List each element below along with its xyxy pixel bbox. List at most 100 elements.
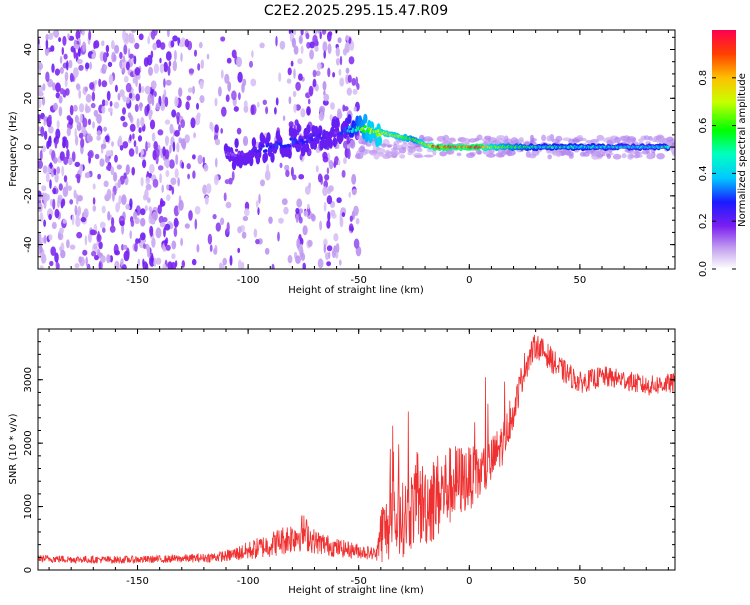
heatmap-ridge-cell bbox=[304, 142, 310, 153]
heatmap-cell bbox=[94, 255, 99, 261]
heatmap-ridge-cell bbox=[251, 137, 257, 148]
snr-series bbox=[38, 334, 675, 565]
heatmap-cell bbox=[155, 257, 162, 265]
heatmap-cell bbox=[63, 53, 68, 60]
heatmap-cell bbox=[121, 194, 127, 206]
heatmap-cell bbox=[148, 66, 153, 76]
heatmap-cell bbox=[180, 37, 187, 47]
heatmap-cell bbox=[279, 40, 286, 50]
heatmap-cell bbox=[94, 79, 98, 85]
heatmap-cell bbox=[349, 139, 356, 149]
heatmap-cell bbox=[194, 218, 198, 230]
heatmap-cell bbox=[264, 170, 271, 181]
heatmap-cell bbox=[74, 263, 80, 269]
heatmap-cell bbox=[119, 220, 125, 227]
heatmap-cell bbox=[243, 100, 248, 108]
heatmap-cell bbox=[106, 90, 111, 101]
heatmap-cell bbox=[140, 149, 144, 156]
heatmap-cell bbox=[38, 91, 44, 97]
heatmap-cell bbox=[75, 83, 81, 91]
heatmap-ridge-cell bbox=[362, 129, 366, 133]
heatmap-cell bbox=[74, 161, 81, 167]
heatmap-cell bbox=[54, 252, 59, 263]
heatmap-cell bbox=[150, 80, 157, 90]
heatmap-cell bbox=[231, 90, 237, 101]
heatmap-cell bbox=[38, 85, 44, 93]
heatmap-cell bbox=[282, 115, 286, 121]
heatmap-cell bbox=[54, 208, 60, 219]
heatmap-cell bbox=[312, 78, 317, 88]
heatmap-cell bbox=[348, 37, 352, 44]
heatmap-cell bbox=[93, 41, 97, 50]
heatmap-cell bbox=[83, 208, 89, 219]
heatmap-cell bbox=[122, 67, 126, 74]
heatmap-cell bbox=[151, 95, 155, 107]
heatmap-cell bbox=[353, 205, 359, 216]
heatmap-ridge-cell bbox=[264, 149, 268, 153]
heatmap-cell bbox=[303, 210, 309, 217]
heatmap-cell bbox=[439, 151, 447, 157]
heatmap-cell bbox=[148, 206, 152, 212]
heatmap-cell bbox=[48, 135, 52, 144]
heatmap-cell bbox=[147, 36, 151, 45]
heatmap-cell bbox=[332, 72, 336, 78]
heatmap-cell bbox=[656, 153, 665, 160]
heatmap-cell bbox=[249, 60, 253, 68]
heatmap-cell bbox=[286, 78, 292, 84]
heatmap-cell bbox=[107, 211, 111, 221]
heatmap-cell bbox=[226, 57, 232, 64]
heatmap-cell bbox=[192, 154, 196, 160]
heatmap-cell bbox=[348, 56, 355, 65]
heatmap-cell bbox=[423, 154, 434, 158]
heatmap-cell bbox=[265, 106, 269, 115]
heatmap-cell bbox=[322, 155, 329, 163]
heatmap-cell bbox=[77, 205, 82, 216]
snr-ylabel: SNR (10 * v/v) bbox=[8, 413, 19, 484]
heatmap-cell bbox=[323, 201, 327, 212]
heatmap-cell bbox=[315, 165, 319, 173]
heatmap-cell bbox=[166, 30, 170, 38]
y-tick-label: 1000 bbox=[23, 494, 34, 519]
heatmap-cell bbox=[266, 163, 270, 173]
heatmap-cell bbox=[314, 45, 319, 52]
heatmap-ridge-cell bbox=[330, 131, 334, 135]
heatmap-cell bbox=[77, 46, 81, 57]
heatmap-cell bbox=[349, 215, 353, 222]
heatmap-cell bbox=[287, 255, 293, 264]
heatmap-cell bbox=[186, 163, 191, 170]
heatmap-cell bbox=[257, 101, 260, 108]
heatmap-cell bbox=[109, 255, 114, 263]
heatmap-cell bbox=[50, 45, 55, 52]
heatmap-cell bbox=[300, 30, 304, 36]
heatmap-cell bbox=[66, 115, 72, 121]
heatmap-cell bbox=[171, 240, 177, 250]
heatmap-cell bbox=[401, 142, 409, 148]
heatmap-cell bbox=[50, 166, 55, 178]
heatmap-cell bbox=[190, 117, 196, 129]
heatmap-cell bbox=[146, 244, 151, 255]
heatmap-cell bbox=[634, 154, 641, 158]
heatmap-cell bbox=[173, 217, 179, 228]
heatmap-cell bbox=[572, 138, 581, 143]
heatmap-cell bbox=[58, 37, 62, 43]
heatmap-ridge-cell bbox=[350, 129, 354, 133]
heatmap-cell bbox=[346, 135, 350, 145]
heatmap-cell bbox=[345, 67, 350, 74]
heatmap-cell bbox=[325, 252, 329, 260]
heatmap-cell bbox=[101, 80, 108, 88]
heatmap-axes: -150 -100 -50 0 50 -40 -20 0 20 40 bbox=[23, 30, 675, 286]
heatmap-cell bbox=[79, 103, 85, 113]
heatmap-cell bbox=[326, 261, 331, 267]
heatmap-cell bbox=[278, 217, 284, 224]
colorbar-ticks: 0.0 0.2 0.4 0.6 0.8 bbox=[698, 70, 736, 277]
heatmap-cell bbox=[87, 232, 92, 243]
heatmap-cell bbox=[121, 224, 125, 235]
heatmap-cell bbox=[59, 56, 63, 64]
heatmap-cell bbox=[259, 42, 265, 49]
heatmap-cell bbox=[131, 166, 135, 176]
heatmap-cell bbox=[169, 124, 173, 133]
heatmap-cell bbox=[43, 130, 48, 140]
heatmap-cell bbox=[224, 179, 230, 185]
heatmap-cell bbox=[255, 200, 259, 209]
heatmap-cell bbox=[38, 245, 43, 253]
